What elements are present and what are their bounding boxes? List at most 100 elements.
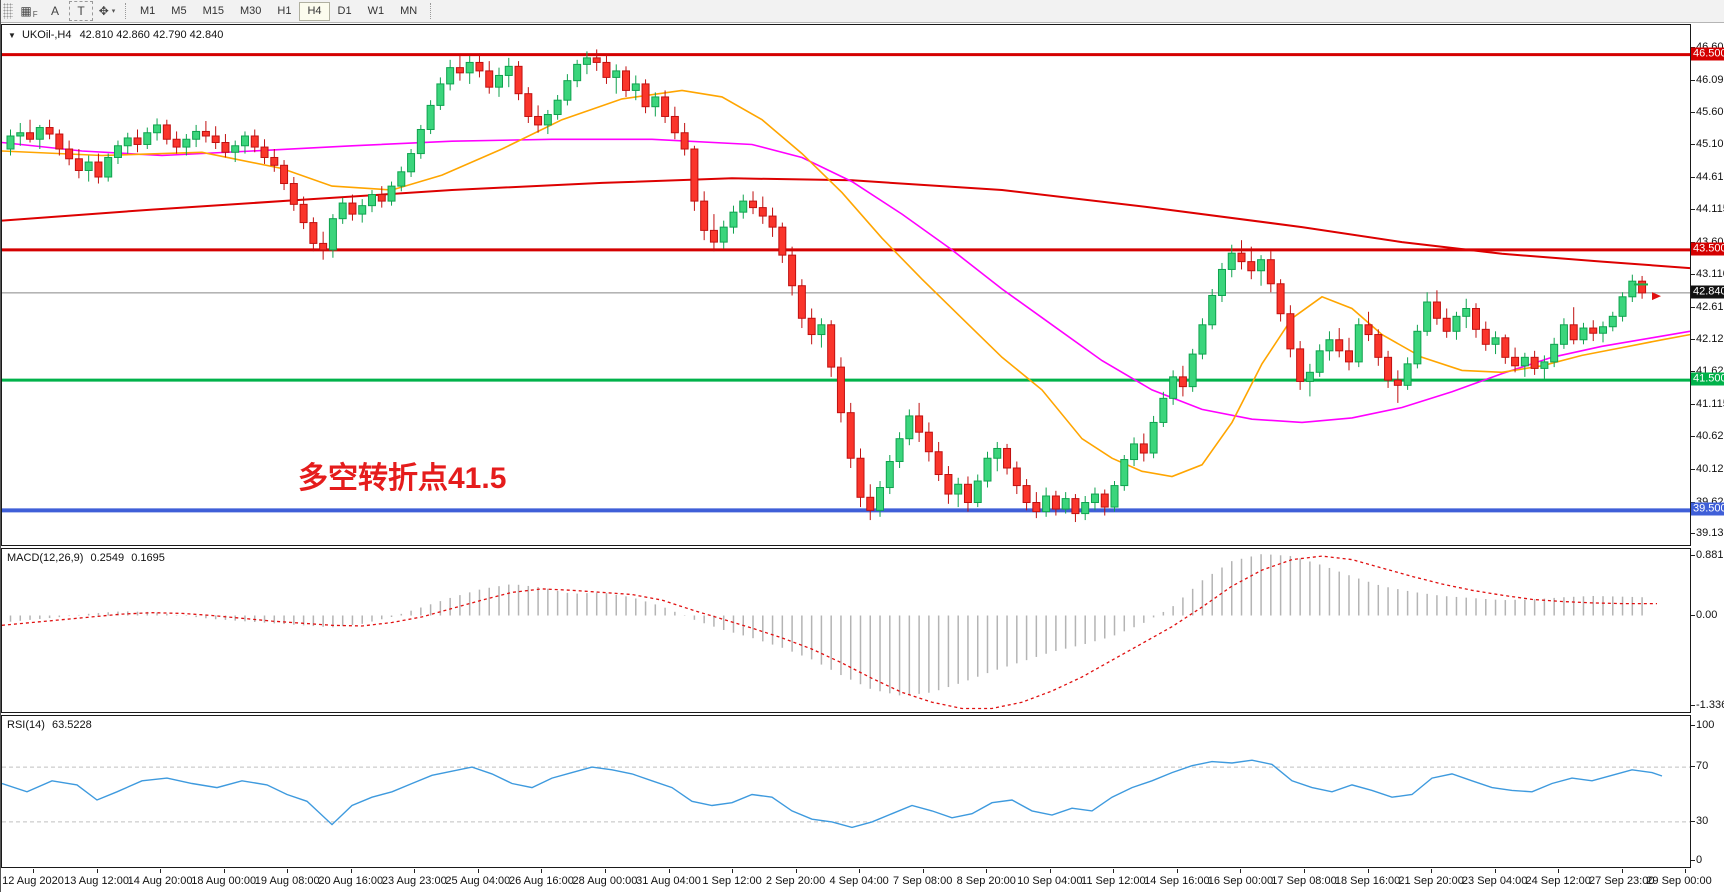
time-axis-label: 20 Aug 16:00	[318, 875, 384, 887]
price-level-label-43.500: 43.500	[1691, 242, 1724, 256]
time-axis-label: 26 Aug 16:00	[508, 875, 574, 887]
text-annotation-icon: A	[50, 4, 59, 18]
time-axis-label: 11 Sep 12:00	[1081, 875, 1146, 887]
price-tick-label: 41.115	[1696, 398, 1724, 411]
time-tick-mark	[1431, 869, 1433, 873]
macd-panel[interactable]: MACD(12,26,9) 0.2549 0.1695	[1, 548, 1691, 713]
icon-subscript: F	[32, 9, 38, 19]
price-tick-label: 44.115	[1696, 202, 1724, 215]
timeframe-group: M1 M5 M15 M30 H1 H4 D1 W1 MN	[132, 1, 425, 21]
price-tick-label: 40.125	[1696, 462, 1724, 475]
timeframe-button-MN[interactable]: MN	[400, 5, 418, 17]
timeframe-button-M30[interactable]: M30	[239, 5, 262, 17]
time-tick-mark	[795, 869, 797, 873]
rsi-chart[interactable]	[2, 716, 1690, 867]
timeframe-button-M15[interactable]: M15	[202, 5, 224, 17]
time-axis-label: 10 Sep 04:00	[1017, 875, 1083, 887]
time-tick-mark	[287, 869, 289, 873]
time-tick-mark	[541, 869, 543, 873]
time-axis[interactable]: 12 Aug 2020 13 Aug 12:00 14 Aug 20:00 18 Au…	[1, 869, 1724, 892]
time-tick-mark	[477, 869, 479, 873]
price-tick-label: 43.110	[1696, 268, 1724, 281]
price-tick-mark	[1691, 176, 1695, 178]
time-axis-label: 13 Aug 12:00	[64, 875, 129, 887]
price-tick-mark	[1691, 112, 1695, 114]
price-level-label-39.500: 39.500	[1691, 502, 1724, 516]
macd-value-signal: 0.1695	[131, 552, 165, 564]
rsi-label: RSI(14) 63.5228	[7, 719, 92, 731]
timeframe-button-M1[interactable]: M1	[140, 5, 156, 17]
time-tick-mark	[414, 869, 416, 873]
timeframe-button-M5[interactable]: M5	[171, 5, 187, 17]
ohlc-values: 42.810 42.860 42.790 42.840	[79, 29, 224, 41]
symbol-label: UKOil-,H4	[21, 29, 72, 41]
dropdown-caret-icon: ▾	[111, 8, 116, 15]
macd-tick-mark	[1691, 705, 1695, 706]
price-scale[interactable]: 46.60546.09545.60045.10544.61044.11543.6…	[1691, 24, 1724, 546]
text-box-button[interactable]: T	[69, 1, 93, 21]
time-tick-mark	[160, 869, 162, 873]
time-axis-label: 12 Aug 2020	[2, 875, 64, 887]
toolbar-drag-handle[interactable]	[3, 3, 13, 19]
time-tick-mark	[1494, 869, 1496, 873]
cursor-tools-icon: ✥	[98, 4, 109, 18]
time-tick-mark	[1304, 869, 1305, 873]
time-axis-label: 24 Sep 12:00	[1525, 875, 1591, 887]
rsi-value: 63.5228	[51, 719, 92, 731]
price-tick-mark	[1691, 533, 1695, 535]
rsi-tick-mark	[1691, 766, 1695, 768]
time-axis-label: 19 Aug 08:00	[254, 875, 320, 887]
time-tick-mark	[859, 869, 861, 873]
time-axis-label: 27 Sep 23:00	[1589, 875, 1655, 887]
time-tick-mark	[1558, 869, 1560, 873]
time-tick-mark	[1621, 869, 1623, 873]
price-tick-mark	[1691, 468, 1695, 470]
timeframe-button-W1[interactable]: W1	[367, 5, 385, 17]
toolbar-separator	[430, 3, 432, 19]
rsi-tick-label: 70	[1696, 760, 1709, 773]
time-tick-mark	[1049, 869, 1051, 873]
price-level-label-42.840: 42.840	[1691, 285, 1724, 299]
macd-tick-mark	[1691, 614, 1695, 616]
rsi-tick-label: 30	[1696, 814, 1709, 827]
macd-tick-mark	[1691, 555, 1695, 556]
macd-scale[interactable]: 0.8812 0.00 -1.3368	[1691, 548, 1724, 713]
time-tick-mark	[922, 869, 924, 873]
time-tick-mark	[1113, 869, 1115, 873]
price-tick-mark	[1691, 144, 1695, 146]
price-level-label-41.500: 41.500	[1691, 372, 1724, 386]
macd-tick-label: 0.8812	[1696, 549, 1724, 561]
candlestick-chart[interactable]	[2, 25, 1690, 545]
text-annotation-button[interactable]: A	[43, 1, 67, 21]
timeframe-button-H4[interactable]: H4	[299, 1, 330, 21]
cursor-tools-button[interactable]: ✥ ▾	[95, 1, 119, 21]
price-tick-label: 39.135	[1696, 527, 1724, 540]
symbol-dropdown-icon[interactable]: ▼	[8, 31, 16, 40]
time-axis-label: 4 Sep 04:00	[829, 875, 889, 887]
rsi-panel[interactable]: RSI(14) 63.5228	[1, 715, 1691, 868]
time-tick-mark	[223, 869, 225, 873]
macd-tick-label: 0.00	[1696, 608, 1718, 621]
rsi-scale[interactable]: 100 70 30 0	[1691, 715, 1724, 868]
price-tick-mark	[1691, 370, 1695, 372]
macd-chart[interactable]	[2, 549, 1690, 712]
time-tick-mark	[1240, 869, 1242, 873]
time-axis-label: 16 Sep 00:00	[1207, 875, 1274, 887]
price-tick-label: 45.105	[1696, 138, 1724, 151]
toolbar-icon-group: ▦ F A T ✥ ▾	[16, 1, 120, 21]
price-tick-label: 40.620	[1696, 430, 1724, 443]
price-tick-label: 42.615	[1696, 300, 1724, 313]
price-chart-panel[interactable]: ▼ UKOil-,H4 42.810 42.860 42.790 42.840 …	[1, 24, 1691, 546]
text-box-icon: T	[77, 4, 85, 18]
price-tick-mark	[1691, 404, 1695, 406]
chart-title: ▼ UKOil-,H4 42.810 42.860 42.790 42.840	[8, 29, 223, 41]
time-axis-label: 23 Aug 23:00	[381, 875, 447, 887]
price-tick-mark	[1691, 338, 1695, 340]
timeframe-button-D1[interactable]: D1	[337, 5, 352, 17]
timeframe-button-H1[interactable]: H1	[277, 5, 292, 17]
price-tick-mark	[1691, 208, 1695, 210]
time-tick-mark	[1176, 869, 1178, 873]
time-axis-label: 21 Sep 20:00	[1398, 875, 1464, 887]
price-tick-mark	[1691, 79, 1695, 81]
chart-grid-button[interactable]: ▦ F	[17, 1, 41, 21]
